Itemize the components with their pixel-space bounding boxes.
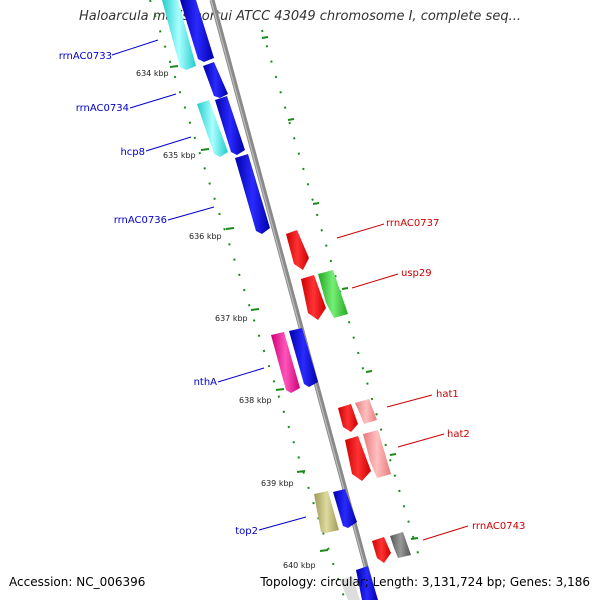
label-group-forward: rrnAC0733 rrnAC0734 hcp8 rrnAC0736 nthA … <box>59 39 307 537</box>
scale-tick: 640 kbp <box>283 549 329 570</box>
gene-label: nthA <box>194 377 218 388</box>
tick-label: 634 kbp <box>136 69 169 78</box>
gene-nthA-partner[interactable] <box>289 328 318 387</box>
tick-label: 640 kbp <box>283 561 316 570</box>
gene-label: rrnAC0734 <box>76 103 129 114</box>
reverse-tick-marks <box>261 36 419 540</box>
gene-rrnAC0736[interactable] <box>235 154 270 234</box>
gene-rrnAC0743[interactable] <box>372 537 391 563</box>
scale-tick: 639 kbp <box>261 470 306 488</box>
gene-bottom-partial[interactable] <box>356 566 378 600</box>
gene-bottom-partial-light[interactable] <box>340 576 360 600</box>
label-group-reverse: rrnAC0737 usp29 hat1 hat2 rrnAC0743 <box>336 218 525 541</box>
summary-text: Topology: circular; Length: 3,131,724 bp… <box>260 575 590 589</box>
scale-tick: 636 kbp <box>189 227 235 241</box>
gene-rrnAC0733-partner[interactable] <box>180 0 214 62</box>
gene-nthA[interactable] <box>271 332 300 393</box>
scale-tick: 637 kbp <box>215 308 260 323</box>
gene-label: rrnAC0743 <box>472 521 525 532</box>
gene-label: rrnAC0733 <box>59 51 112 62</box>
gene-hcp8-partner[interactable] <box>215 96 245 155</box>
accession-text: Accession: NC_006396 <box>9 575 146 589</box>
gene-label: usp29 <box>401 268 432 279</box>
gene-label: rrnAC0737 <box>386 218 439 229</box>
scale-tick: 634 kbp <box>136 65 179 78</box>
gene-hat1-partner[interactable] <box>355 399 377 424</box>
gene-rrnAC0737[interactable] <box>286 230 309 270</box>
gene-label: hcp8 <box>120 147 145 158</box>
gene-hcp8[interactable] <box>197 100 228 157</box>
gene-top2[interactable] <box>314 491 339 533</box>
gene-hat2[interactable] <box>345 436 371 481</box>
tick-label: 639 kbp <box>261 479 294 488</box>
gene-rrnAC0734[interactable] <box>203 62 228 98</box>
gene-rrnAC0743-partner[interactable] <box>390 532 411 558</box>
gene-hat2-partner[interactable] <box>363 430 391 478</box>
gene-label: top2 <box>235 526 258 537</box>
gene-hat1[interactable] <box>338 404 358 432</box>
scale-tick: 638 kbp <box>239 388 285 405</box>
tick-label: 638 kbp <box>239 396 272 405</box>
gene-label: rrnAC0736 <box>114 215 167 226</box>
gene-rrnAC0733[interactable] <box>162 0 196 70</box>
gene-usp29-partner[interactable] <box>318 270 348 318</box>
gene-usp29[interactable] <box>301 275 326 320</box>
tick-label: 637 kbp <box>215 314 248 323</box>
gene-label: hat1 <box>436 389 459 400</box>
gene-label: hat2 <box>447 429 470 440</box>
tick-label: 635 kbp <box>163 151 196 160</box>
gene-top2-partner[interactable] <box>333 489 357 528</box>
tick-label: 636 kbp <box>189 232 222 241</box>
scale-tick: 635 kbp <box>163 148 210 160</box>
